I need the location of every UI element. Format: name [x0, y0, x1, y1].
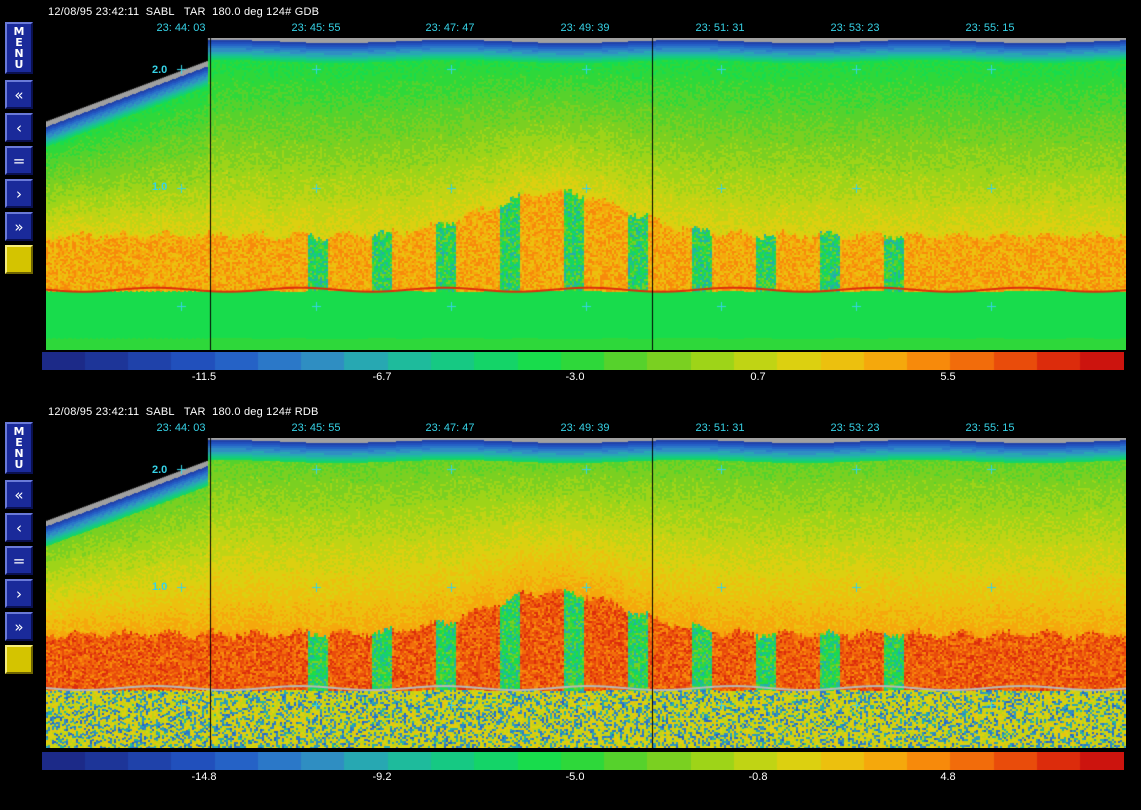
- colorbar-tick: -14.8: [191, 771, 217, 783]
- rewind-fast-button[interactable]: «: [5, 480, 33, 509]
- time-label: 23: 49: 39: [560, 22, 610, 34]
- forward-fast-button[interactable]: »: [5, 612, 33, 641]
- range-label: 2.0: [152, 64, 168, 76]
- equals-icon: =: [12, 551, 26, 570]
- colorbar-tick: -3.0: [565, 371, 585, 383]
- time-label: 23: 53: 23: [830, 22, 880, 34]
- colorbar: [42, 352, 1124, 370]
- chevron-right-icon: ›: [16, 184, 22, 203]
- menu-letter: U: [14, 458, 24, 471]
- forward-button[interactable]: ›: [5, 179, 33, 208]
- colorbar-tick: -6.7: [372, 371, 392, 383]
- menu-letter: E: [15, 36, 23, 49]
- pause-button[interactable]: =: [5, 146, 33, 175]
- colorbar: [42, 752, 1124, 770]
- menu-letter: U: [14, 58, 24, 71]
- time-label: 23: 47: 47: [425, 22, 475, 34]
- menu-letter: N: [14, 447, 24, 460]
- color-swatch-button[interactable]: [5, 645, 33, 674]
- menu-letter: E: [15, 436, 23, 449]
- double-chevron-left-icon: «: [14, 85, 24, 104]
- forward-button[interactable]: ›: [5, 579, 33, 608]
- menu-button[interactable]: M E N U: [5, 22, 33, 74]
- time-label: 23: 45: 55: [291, 22, 341, 34]
- time-label: 23: 47: 47: [425, 422, 475, 434]
- lidar-plot[interactable]: [46, 438, 1126, 748]
- time-label: 23: 44: 03: [156, 22, 206, 34]
- panel-gdb: 12/08/95 23:42:11 SABL TAR 180.0 deg 124…: [0, 0, 1141, 400]
- colorbar-tick: 5.5: [940, 371, 956, 383]
- color-swatch-button[interactable]: [5, 245, 33, 274]
- time-label: 23: 51: 31: [695, 422, 745, 434]
- chevron-left-icon: ‹: [16, 118, 22, 137]
- time-label: 23: 51: 31: [695, 22, 745, 34]
- chevron-left-icon: ‹: [16, 518, 22, 537]
- menu-letter: N: [14, 47, 24, 60]
- colorbar-tick: -0.8: [748, 771, 768, 783]
- rewind-fast-button[interactable]: «: [5, 80, 33, 109]
- menu-button[interactable]: M E N U: [5, 422, 33, 474]
- time-label: 23: 53: 23: [830, 422, 880, 434]
- colorbar-tick: -11.5: [191, 371, 217, 383]
- time-label: 23: 55: 15: [965, 422, 1015, 434]
- time-label: 23: 55: 15: [965, 22, 1015, 34]
- time-label: 23: 44: 03: [156, 422, 206, 434]
- rewind-button[interactable]: ‹: [5, 113, 33, 142]
- double-chevron-right-icon: »: [14, 617, 24, 636]
- range-label: 2.0: [152, 464, 168, 476]
- colorbar-tick: 4.8: [940, 771, 956, 783]
- chevron-right-icon: ›: [16, 584, 22, 603]
- menu-letter: M: [13, 25, 25, 38]
- colorbar-tick: -9.2: [372, 771, 392, 783]
- time-label: 23: 45: 55: [291, 422, 341, 434]
- panel-header: 12/08/95 23:42:11 SABL TAR 180.0 deg 124…: [48, 6, 320, 18]
- panel-header: 12/08/95 23:42:11 SABL TAR 180.0 deg 124…: [48, 406, 319, 418]
- colorbar-tick: 0.7: [750, 371, 766, 383]
- double-chevron-right-icon: »: [14, 217, 24, 236]
- lidar-plot[interactable]: [46, 38, 1126, 350]
- time-label: 23: 49: 39: [560, 422, 610, 434]
- menu-letter: M: [13, 425, 25, 438]
- forward-fast-button[interactable]: »: [5, 212, 33, 241]
- range-label: 1.0: [152, 581, 168, 593]
- range-label: 1.0: [152, 181, 168, 193]
- panel-rdb: 12/08/95 23:42:11 SABL TAR 180.0 deg 124…: [0, 400, 1141, 800]
- rewind-button[interactable]: ‹: [5, 513, 33, 542]
- double-chevron-left-icon: «: [14, 485, 24, 504]
- pause-button[interactable]: =: [5, 546, 33, 575]
- equals-icon: =: [12, 151, 26, 170]
- colorbar-tick: -5.0: [565, 771, 585, 783]
